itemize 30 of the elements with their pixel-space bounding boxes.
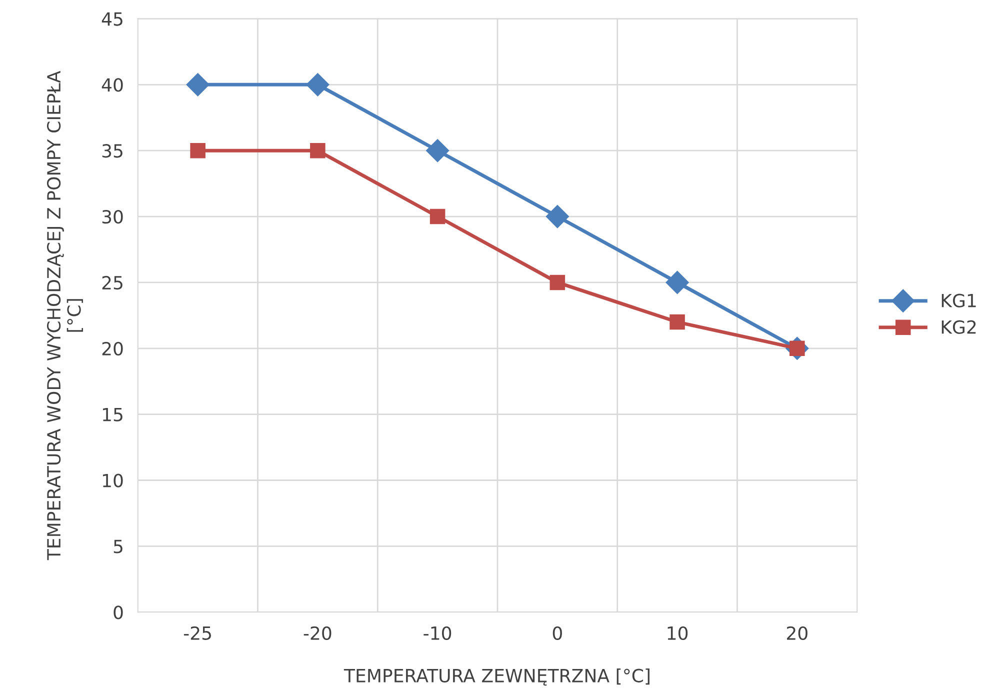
x-tick-label: -25 bbox=[184, 626, 211, 640]
y-tick-label: 10 bbox=[103, 474, 123, 488]
x-tick-label: -20 bbox=[304, 626, 332, 640]
y-tick-label: 45 bbox=[102, 12, 122, 26]
point bbox=[666, 270, 689, 294]
point bbox=[430, 208, 446, 224]
point bbox=[670, 314, 685, 330]
x-tick-label: 10 bbox=[668, 626, 688, 640]
point bbox=[186, 73, 210, 96]
legend-label: KG2 bbox=[942, 320, 976, 334]
point bbox=[550, 274, 566, 290]
point bbox=[190, 142, 206, 158]
y-axis-title: TEMPERATURA WODY WYCHODZĄCEJ Z POMPY CIEPŁA [°C] bbox=[46, 70, 83, 560]
y-tick-label: 30 bbox=[102, 210, 123, 224]
y-tick-label: 5 bbox=[114, 540, 122, 554]
legend-label: KG1 bbox=[942, 294, 976, 308]
y-tick-label: 40 bbox=[102, 78, 123, 92]
y-tick-label: 0 bbox=[114, 606, 123, 620]
point bbox=[306, 73, 330, 96]
point bbox=[546, 205, 569, 228]
y-tick-label: 35 bbox=[102, 144, 122, 158]
x-tick-label: 20 bbox=[786, 626, 808, 640]
y-tick-label: 20 bbox=[102, 342, 123, 356]
x-tick-label: 0 bbox=[552, 626, 562, 640]
y-tick-label: 25 bbox=[102, 276, 122, 290]
x-tick-label: -10 bbox=[424, 626, 452, 640]
point bbox=[426, 139, 450, 162]
point bbox=[310, 142, 326, 158]
x-axis-title: TEMPERATURA ZEWNĘTRZNA [°C] bbox=[344, 668, 650, 686]
y-tick-label: 15 bbox=[103, 408, 122, 422]
